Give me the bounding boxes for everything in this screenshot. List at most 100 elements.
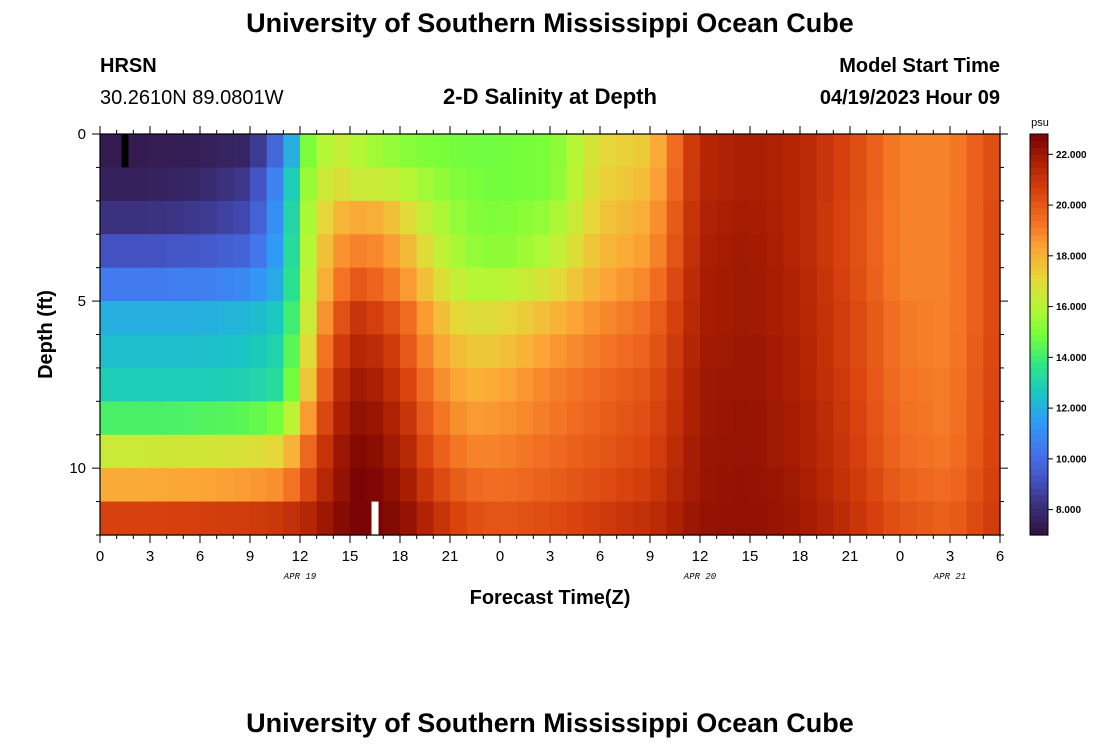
- heatmap-cell: [266, 401, 284, 436]
- heatmap-cell: [700, 167, 718, 202]
- heatmap-cell: [983, 401, 1001, 436]
- heatmap-cell: [650, 434, 668, 469]
- heatmap-cell: [583, 267, 601, 302]
- heatmap-cell: [216, 334, 234, 369]
- heatmap-cell: [933, 267, 951, 302]
- heatmap-cell: [733, 401, 751, 436]
- heatmap-cell: [933, 468, 951, 503]
- heatmap-cell: [950, 234, 968, 269]
- heatmap-cell: [866, 501, 884, 536]
- heatmap-cell: [316, 167, 334, 202]
- heatmap-cell: [800, 367, 818, 402]
- heatmap-cell: [150, 301, 168, 336]
- colorbar-segment: [1030, 214, 1048, 222]
- heatmap-cell: [450, 301, 468, 336]
- x-tick-label: 15: [742, 548, 759, 565]
- heatmap-cell: [366, 200, 384, 235]
- heatmap-cell: [300, 234, 318, 269]
- heatmap-cell: [616, 134, 634, 169]
- heatmap-marker: [371, 501, 379, 535]
- heatmap-cell: [800, 468, 818, 503]
- heatmap-cell: [516, 434, 534, 469]
- heatmap-cell: [650, 301, 668, 336]
- heatmap-cell: [966, 501, 984, 536]
- colorbar-segment: [1030, 174, 1048, 182]
- colorbar-segment: [1030, 194, 1048, 202]
- colorbar-segment: [1030, 367, 1048, 376]
- heatmap-cell: [250, 401, 268, 436]
- heatmap-cell: [100, 134, 118, 169]
- heatmap-cell: [516, 301, 534, 336]
- heatmap-cell: [750, 434, 768, 469]
- heatmap-cell: [450, 468, 468, 503]
- heatmap-cell: [633, 267, 651, 302]
- heatmap-cell: [950, 134, 968, 169]
- heatmap-cell: [983, 434, 1001, 469]
- heatmap-cell: [566, 434, 584, 469]
- heatmap-cell: [200, 134, 218, 169]
- heatmap-cell: [616, 367, 634, 402]
- heatmap-cell: [450, 167, 468, 202]
- colorbar-segment: [1030, 147, 1048, 155]
- heatmap-cell: [533, 267, 551, 302]
- heatmap-cell: [133, 301, 151, 336]
- heatmap-cell: [416, 468, 434, 503]
- heatmap-cell: [616, 434, 634, 469]
- heatmap-cell: [300, 134, 318, 169]
- heatmap-cell: [333, 468, 351, 503]
- heatmap-cell: [966, 367, 984, 402]
- heatmap-cell: [500, 234, 518, 269]
- heatmap-cell: [133, 200, 151, 235]
- heatmap-cell: [166, 501, 184, 536]
- heatmap-cell: [833, 434, 851, 469]
- colorbar-segment: [1030, 240, 1048, 249]
- heatmap-cell: [450, 501, 468, 536]
- heatmap-cell: [233, 334, 251, 369]
- heatmap-cell: [850, 334, 868, 369]
- heatmap-cell: [483, 367, 501, 402]
- heatmap-cell: [500, 200, 518, 235]
- heatmap-cell: [150, 434, 168, 469]
- heatmap-cell: [900, 434, 918, 469]
- heatmap-cell: [966, 234, 984, 269]
- heatmap-cell: [850, 434, 868, 469]
- heatmap-markers: [121, 134, 379, 535]
- heatmap-cell: [633, 434, 651, 469]
- colorbar-segment: [1030, 428, 1048, 436]
- heatmap-cell: [716, 301, 734, 336]
- heatmap-cell: [633, 401, 651, 436]
- heatmap-cell: [133, 134, 151, 169]
- heatmap-cell: [400, 234, 418, 269]
- heatmap-cell: [216, 134, 234, 169]
- heatmap-cell: [366, 434, 384, 469]
- heatmap-cell: [300, 468, 318, 503]
- heatmap-cell: [916, 167, 934, 202]
- heatmap-cell: [283, 267, 301, 302]
- heatmap-cell: [800, 167, 818, 202]
- heatmap-cell: [833, 301, 851, 336]
- heatmap-cell: [233, 501, 251, 536]
- heatmap-cell: [683, 434, 701, 469]
- heatmap-cell: [166, 234, 184, 269]
- heatmap-cell: [233, 468, 251, 503]
- x-tick-label: 12: [692, 548, 709, 565]
- heatmap-cell: [566, 301, 584, 336]
- heatmap-cell: [300, 434, 318, 469]
- heatmap-cell: [983, 267, 1001, 302]
- colorbar-segment: [1030, 307, 1048, 316]
- heatmap-cell: [383, 401, 401, 436]
- colorbar-segment: [1030, 401, 1048, 409]
- heatmap-cell: [566, 367, 584, 402]
- heatmap-cell: [683, 134, 701, 169]
- heatmap-cell: [300, 401, 318, 436]
- heatmap-cell: [583, 167, 601, 202]
- x-tick-label: 9: [246, 548, 254, 565]
- heatmap-cell: [733, 234, 751, 269]
- heatmap-cell: [316, 200, 334, 235]
- heatmap-cell: [633, 301, 651, 336]
- heatmap-cell: [583, 134, 601, 169]
- heatmap-cell: [866, 267, 884, 302]
- heatmap-cell: [550, 301, 568, 336]
- heatmap-cell: [683, 234, 701, 269]
- heatmap-cell: [100, 434, 118, 469]
